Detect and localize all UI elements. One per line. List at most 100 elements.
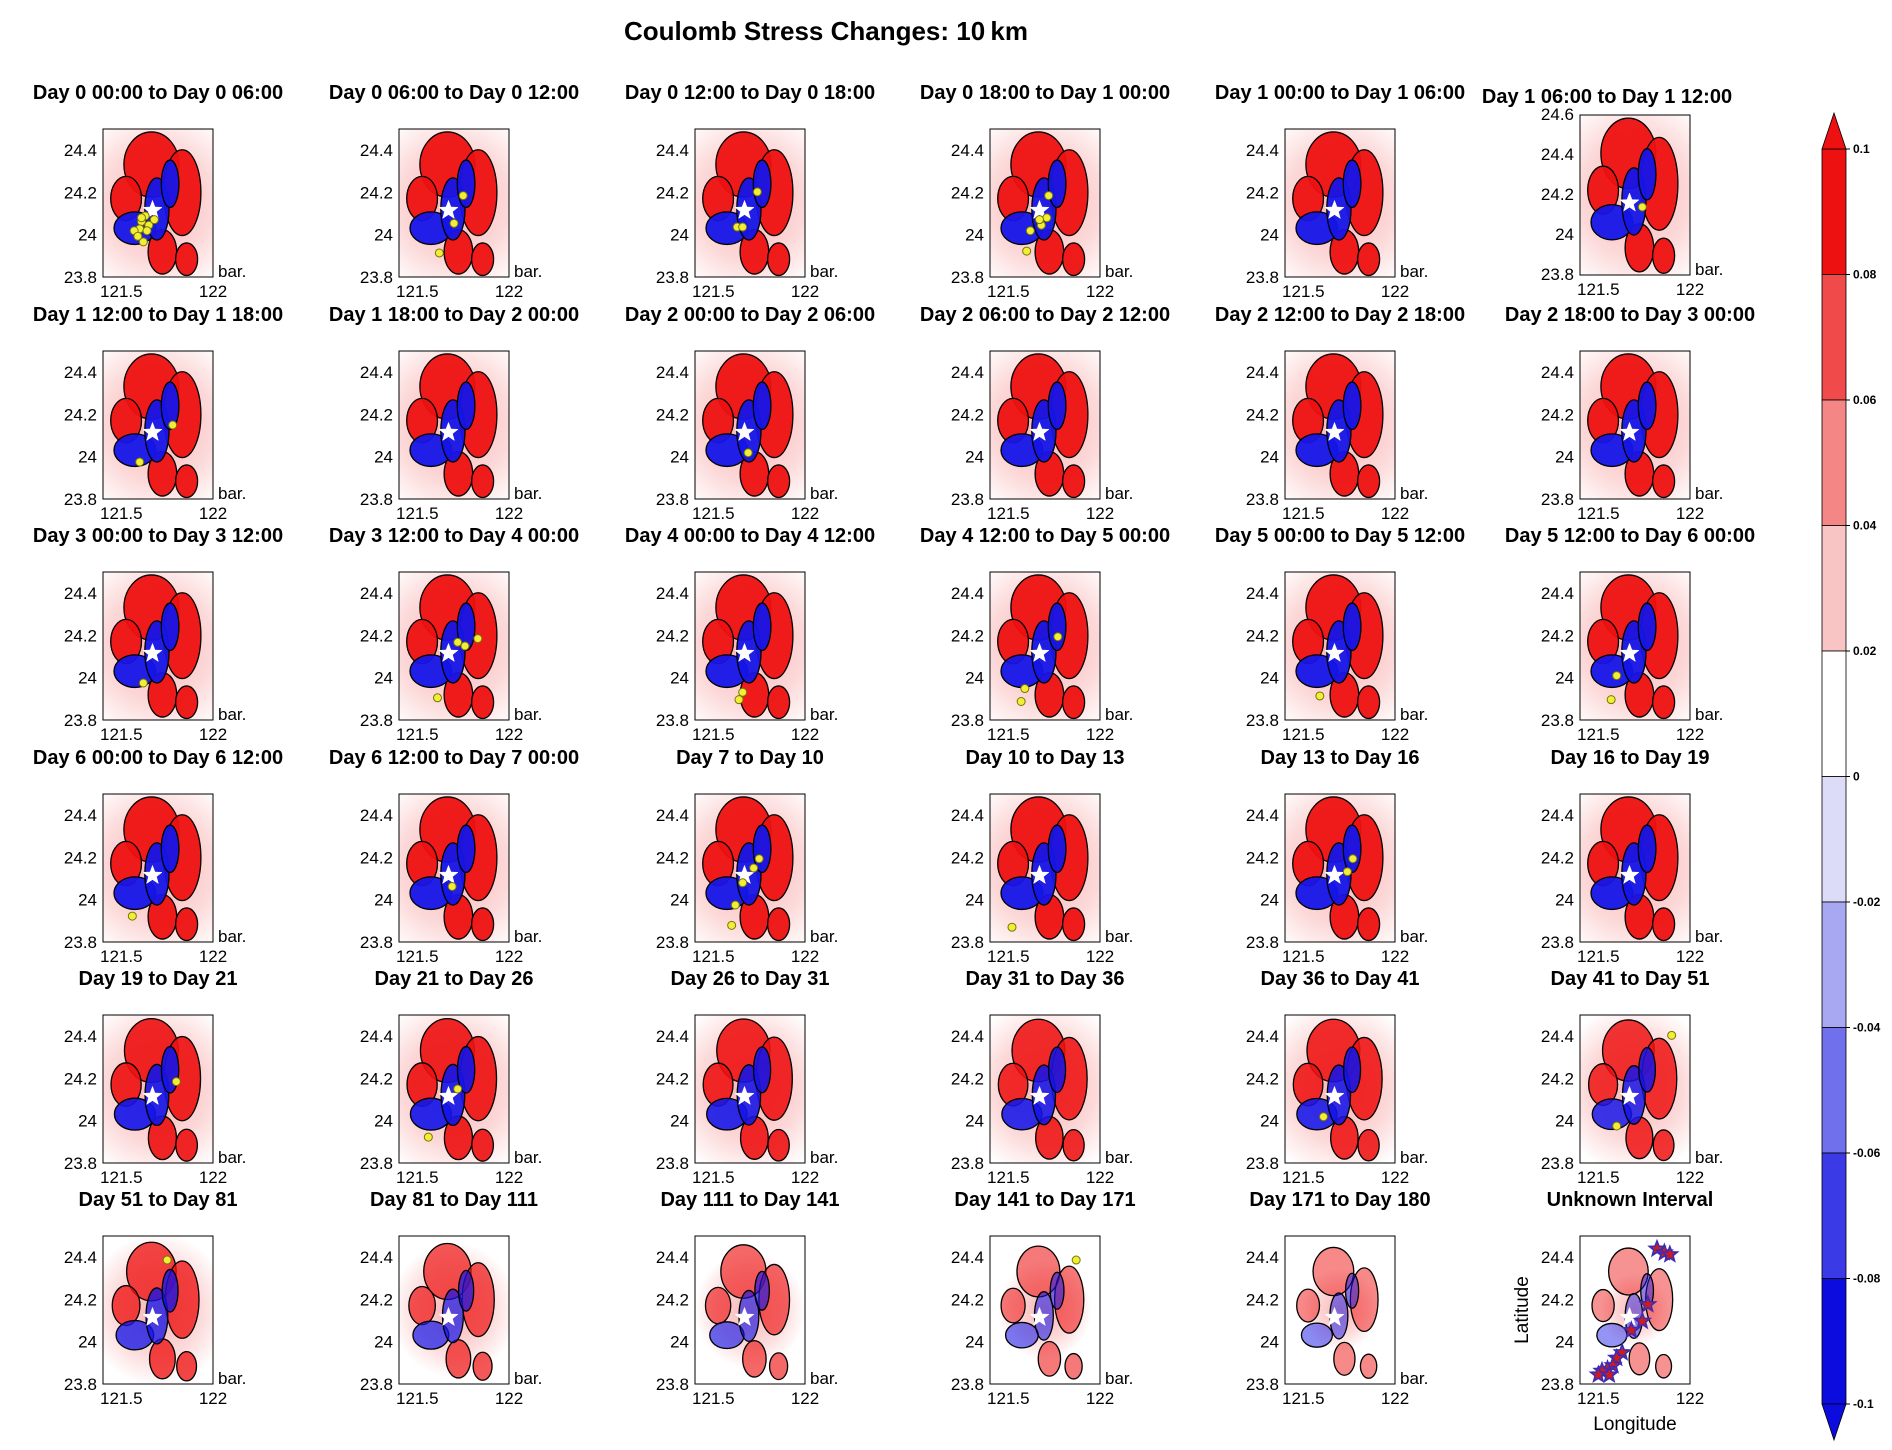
panel-frame (989, 1014, 1101, 1164)
unit-label: bar. (810, 705, 838, 724)
y-tick-label: 24.4 (1246, 363, 1279, 382)
y-tick-label: 24 (1260, 448, 1279, 467)
y-tick-label: 24.4 (64, 141, 97, 160)
positive-stress-lobe (768, 1352, 789, 1381)
epicenter-star (438, 421, 459, 442)
unit-label: bar. (1105, 927, 1133, 946)
negative-stress-lobe (1048, 1046, 1067, 1094)
colorbar-top-arrow (1821, 111, 1847, 150)
y-tick-label: 24.4 (1246, 806, 1279, 825)
colorbar-level (1821, 274, 1847, 401)
y-tick-label: 24 (965, 891, 984, 910)
y-tick-label: 24 (1555, 669, 1574, 688)
y-tick-label: 24 (374, 226, 393, 245)
positive-stress-lobe (1356, 685, 1381, 720)
y-tick-label: 24 (965, 1333, 984, 1352)
y-tick-label: 23.8 (1246, 490, 1279, 509)
panel-frame (102, 793, 214, 943)
y-tick-label: 24.4 (951, 141, 984, 160)
y-tick-label: 24 (78, 669, 97, 688)
y-tick-label: 24.4 (1541, 1027, 1574, 1046)
panel: Day 3 00:00 to Day 3 12:00 24.4 24.2 24 23.8… (33, 525, 283, 744)
panel-frame (989, 571, 1101, 721)
y-tick-label: 24.4 (656, 1248, 689, 1267)
y-tick-label: 24.2 (64, 405, 97, 424)
panel-frame (398, 350, 510, 500)
negative-stress-lobe (752, 381, 772, 431)
colorbar-tick-label: 0.02 (1853, 644, 1877, 658)
positive-stress-lobe (174, 907, 199, 942)
y-tick-label: 24 (1555, 1333, 1574, 1352)
y-tick-label: 23.8 (1246, 933, 1279, 952)
negative-stress-lobe (1637, 602, 1657, 652)
x-tick-label: 122 (1086, 1168, 1114, 1187)
panel: Day 2 06:00 to Day 2 12:00 24.4 24.2 24 23.8… (920, 304, 1170, 523)
stress-field (695, 1015, 805, 1163)
y-tick-label: 24.2 (951, 626, 984, 645)
x-tick-label: 121.5 (987, 1168, 1030, 1187)
unit-label: bar. (1105, 705, 1133, 724)
negative-stress-lobe (456, 602, 476, 652)
y-tick-label: 23.8 (951, 933, 984, 952)
panel-title: Day 41 to Day 51 (1551, 968, 1710, 990)
epicenter-star (1324, 864, 1345, 885)
positive-stress-lobe (1651, 685, 1676, 720)
y-tick-label: 24 (670, 448, 689, 467)
y-tick-label: 23.8 (64, 490, 97, 509)
aftershock-point (149, 215, 159, 225)
positive-stress-lobe (1651, 464, 1676, 499)
x-tick-label: 121.5 (396, 504, 439, 523)
stress-field (1285, 572, 1395, 720)
x-tick-label: 121.5 (1282, 725, 1325, 744)
negative-stress-lobe (1047, 381, 1067, 431)
positive-stress-lobe (470, 685, 495, 720)
x-tick-label: 121.5 (1282, 282, 1325, 301)
epicenter-star (734, 642, 755, 663)
x-tick-label: 121.5 (396, 1168, 439, 1187)
unit-label: bar. (218, 1148, 246, 1167)
unit-label: bar. (1695, 260, 1723, 279)
y-tick-label: 23.8 (64, 1375, 97, 1394)
panel-title: Day 21 to Day 26 (375, 968, 534, 990)
stress-field (1285, 351, 1395, 499)
panel-frame (102, 571, 214, 721)
x-tick-label: 121.5 (692, 282, 735, 301)
panel: Day 5 12:00 to Day 6 00:00 24.4 24.2 24 23.8… (1505, 525, 1755, 744)
panel-frame (102, 128, 214, 278)
aftershock-point (1042, 213, 1052, 223)
positive-stress-lobe (1357, 1128, 1380, 1162)
y-tick-label: 24.2 (656, 405, 689, 424)
x-tick-label: 122 (1086, 504, 1114, 523)
aftershock-point (142, 226, 152, 236)
y-tick-label: 24.2 (656, 183, 689, 202)
x-tick-label: 122 (495, 282, 523, 301)
x-tick-label: 122 (1381, 725, 1409, 744)
y-tick-label: 24.2 (360, 405, 393, 424)
x-tick-label: 121.5 (987, 725, 1030, 744)
aftershock-point (1606, 695, 1616, 705)
y-tick-label: 24 (1555, 225, 1574, 244)
negative-stress-lobe (160, 381, 180, 431)
y-tick-label: 24.4 (64, 363, 97, 382)
x-tick-label: 121.5 (1577, 504, 1620, 523)
aftershock-point (168, 420, 178, 430)
y-tick-label: 23.8 (64, 268, 97, 287)
y-tick-label: 24 (374, 448, 393, 467)
epicenter-star (1619, 421, 1640, 442)
y-tick-label: 24 (1260, 891, 1279, 910)
negative-stress-lobe (1342, 824, 1362, 874)
unit-label: bar. (1105, 1148, 1133, 1167)
x-tick-label: 122 (1086, 282, 1114, 301)
panel-title: Day 3 12:00 to Day 4 00:00 (329, 525, 579, 547)
unit-label: bar. (1400, 1369, 1428, 1388)
aftershock-point (434, 248, 444, 258)
negative-stress-lobe (457, 1269, 475, 1312)
negative-stress-lobe (752, 1046, 772, 1094)
panel: Day 1 00:00 to Day 1 06:00 24.4 24.2 24 23.8… (1215, 82, 1465, 301)
positive-stress-lobe (766, 242, 791, 277)
y-tick-label: 24.4 (1246, 1027, 1279, 1046)
negative-stress-lobe (160, 824, 180, 874)
y-tick-label: 24.2 (951, 405, 984, 424)
